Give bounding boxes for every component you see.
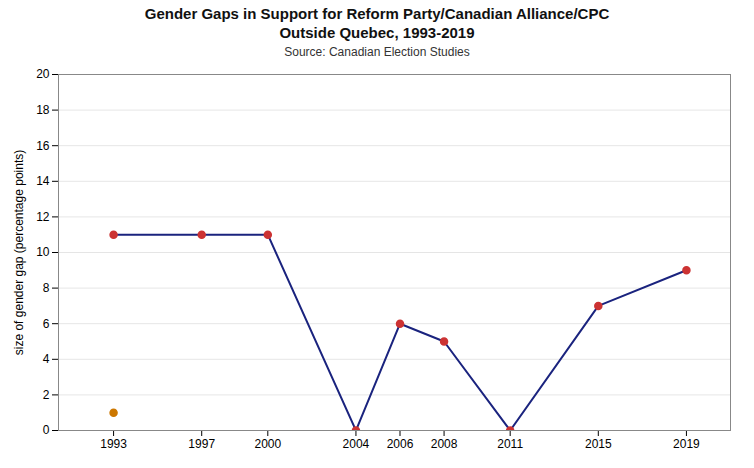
svg-text:10: 10	[36, 245, 50, 259]
svg-text:1997: 1997	[188, 437, 215, 451]
svg-text:2004: 2004	[343, 437, 370, 451]
svg-text:2006: 2006	[387, 437, 414, 451]
svg-text:2000: 2000	[254, 437, 281, 451]
svg-text:8: 8	[43, 281, 50, 295]
svg-text:12: 12	[36, 210, 50, 224]
svg-text:2008: 2008	[431, 437, 458, 451]
html-text:Source: Canadian Election Stud: Source: Canadian Election Studies	[284, 45, 470, 59]
svg-text:1993: 1993	[100, 437, 127, 451]
svg-text:0: 0	[43, 423, 50, 437]
svg-text:6: 6	[43, 317, 50, 331]
svg-text:16: 16	[36, 139, 50, 153]
svg-text:2: 2	[43, 388, 50, 402]
svg-text:18: 18	[36, 103, 50, 117]
svg-text:2019: 2019	[673, 437, 700, 451]
svg-text:2015: 2015	[585, 437, 612, 451]
html-text:Gender Gaps in Support for Ref: Gender Gaps in Support for Reform Party/…	[144, 5, 610, 22]
svg-text:2011: 2011	[497, 437, 523, 451]
html-text:Outside Quebec, 1993-2019: Outside Quebec, 1993-2019	[279, 24, 475, 41]
svg-text:20: 20	[36, 67, 50, 81]
svg-text:size of gender gap (percentage: size of gender gap (percentage points)	[12, 150, 26, 355]
svg-text:4: 4	[43, 352, 50, 366]
svg-text:14: 14	[36, 174, 50, 188]
